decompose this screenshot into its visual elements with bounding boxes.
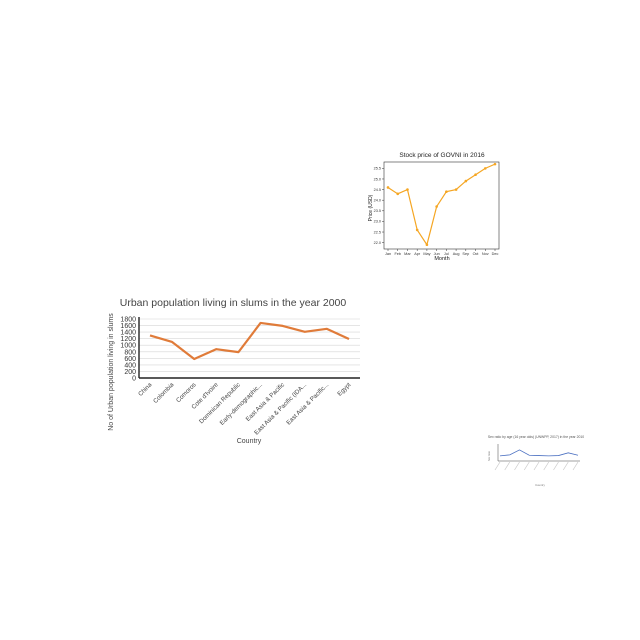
- x-tick-label: East Asia & Pacific: [245, 381, 286, 422]
- x-axis-label: Month: [434, 256, 449, 262]
- y-tick-label: 0: [132, 376, 136, 383]
- x-tick-label: May: [423, 252, 430, 256]
- series-line: [499, 449, 579, 457]
- data-point: [474, 173, 477, 177]
- series-line: [149, 321, 350, 361]
- data-point: [493, 162, 497, 166]
- x-tick-label: Dec: [492, 252, 499, 256]
- y-tick-label: 23.5: [374, 209, 381, 213]
- y-tick-label: 23.0: [374, 220, 381, 224]
- y-tick-label: 800: [124, 349, 136, 356]
- data-point: [435, 205, 438, 208]
- x-tick-label: Jul: [444, 252, 449, 256]
- y-tick-label: 400: [124, 362, 136, 369]
- x-axis-label: Country: [237, 438, 262, 445]
- data-point: [483, 167, 487, 170]
- slums-chart-svg: Urban population living in slums in the …: [108, 297, 360, 445]
- data-point: [445, 190, 448, 194]
- plot-frame: [383, 161, 500, 250]
- x-tick-label: Nov: [482, 252, 489, 256]
- y-tick-label: 25.0: [374, 177, 381, 181]
- x-tick-label: Aug: [453, 252, 460, 256]
- sex-ratio-chart-svg: Sex ratio by age (16 year olds) (UNWPP, …: [487, 435, 584, 487]
- x-tick-label: [533, 461, 540, 471]
- y-axis-label: Sex ratio: [487, 450, 491, 461]
- x-tick-label: [562, 461, 569, 471]
- y-tick-label: 1200: [120, 336, 136, 343]
- data-point: [406, 188, 409, 191]
- y-tick-label: 25.5: [374, 167, 381, 171]
- x-tick-label: Oct: [473, 252, 480, 256]
- x-tick-label: Jun: [434, 252, 440, 256]
- stock-price-chart: Stock price of GOVNI in 2016 25.5 25.0 24.…: [362, 146, 510, 264]
- x-tick-label: [572, 461, 579, 471]
- x-tick-label: Sep: [462, 252, 469, 256]
- y-tick-label: 600: [124, 356, 136, 363]
- x-tick-label: [494, 461, 501, 471]
- x-tick-label: Dominican Republic: [198, 381, 242, 425]
- x-axis-label: Country: [535, 483, 545, 487]
- plot-area: [494, 444, 580, 471]
- y-tick-label: 22.0: [374, 241, 381, 245]
- data-point: [425, 243, 429, 247]
- x-tick-label: [514, 461, 520, 471]
- y-axis-label: No of Urban population living in slums: [108, 313, 115, 431]
- series-line: [387, 163, 496, 247]
- data-point: [415, 228, 419, 232]
- y-tick-label: 24.5: [374, 188, 381, 192]
- data-point: [464, 179, 468, 183]
- x-tick-label: Colombia: [152, 381, 176, 405]
- y-axis-label: Price (USD): [368, 194, 374, 221]
- data-point: [454, 188, 458, 191]
- x-tick-label: East Asia & Pacific...: [285, 381, 330, 426]
- y-tick-label: 24.0: [374, 198, 381, 202]
- slums-chart: Urban population living in slums in the …: [102, 292, 372, 448]
- data-point: [396, 192, 400, 196]
- y-tick-label: 22.5: [374, 230, 381, 234]
- chart-title: Sex ratio by age (16 year olds) (UNWPP, …: [488, 435, 584, 439]
- plot-area: 180016001400120010008006004002000ChinaCo…: [120, 317, 360, 437]
- x-tick-label: Mar: [404, 252, 411, 256]
- chart-title: Stock price of GOVNI in 2016: [399, 152, 485, 159]
- x-tick-label: Feb: [394, 252, 401, 256]
- x-tick-label: [543, 461, 550, 471]
- chart-title: Urban population living in slums in the …: [120, 297, 347, 309]
- x-tick-label: Apr: [414, 252, 421, 256]
- x-tick-label: Jan: [385, 252, 391, 256]
- y-tick-label: 1400: [120, 330, 136, 337]
- sex-ratio-chart: Sex ratio by age (16 year olds) (UNWPP, …: [484, 428, 586, 490]
- x-tick-label: [553, 461, 559, 471]
- x-tick-label: [523, 461, 530, 471]
- y-tick-label: 1600: [120, 323, 136, 330]
- y-tick-label: 1800: [120, 317, 136, 324]
- y-tick-label: 200: [124, 369, 136, 376]
- data-point: [386, 186, 390, 189]
- stock-price-chart-svg: Stock price of GOVNI in 2016 25.5 25.0 24.…: [368, 152, 500, 262]
- x-tick-label: Egypt: [336, 381, 352, 397]
- y-tick-label: 1000: [120, 343, 136, 350]
- x-tick-label: China: [137, 381, 154, 398]
- x-tick-label: [504, 461, 511, 471]
